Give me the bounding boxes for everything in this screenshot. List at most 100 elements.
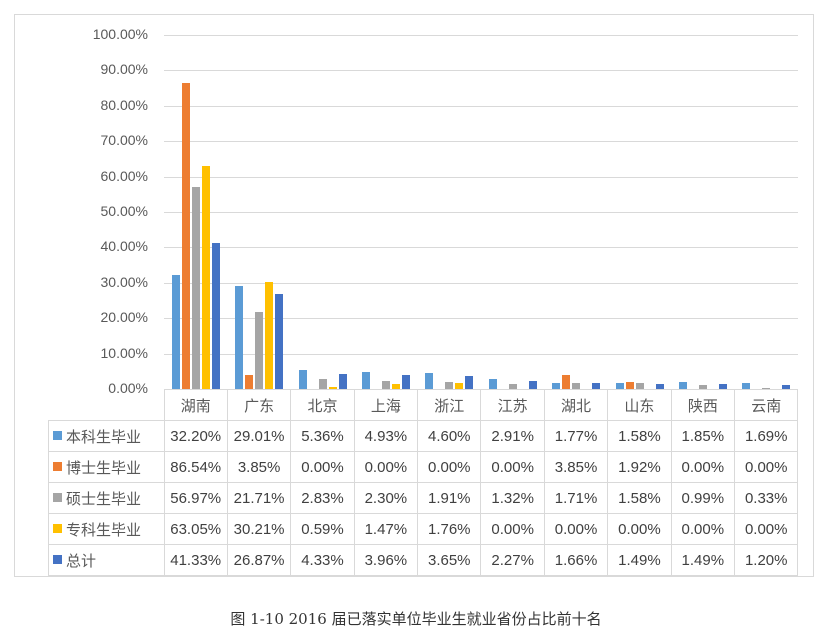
table-cell: 1.58%	[607, 482, 672, 514]
bar	[782, 384, 790, 389]
gridline	[164, 247, 798, 248]
legend-entry: 硕士生毕业	[48, 482, 165, 514]
legend-swatch-icon	[53, 492, 62, 502]
bar	[192, 187, 200, 389]
table-cell: 0.00%	[670, 451, 736, 483]
table-cell: 4.33%	[290, 544, 355, 576]
chart-frame	[14, 14, 814, 577]
category-label: 湖北	[543, 389, 609, 421]
y-tick-label: 30.00%	[100, 273, 148, 290]
table-cell: 29.01%	[226, 420, 292, 452]
legend-swatch-icon	[53, 430, 62, 440]
gridline	[164, 318, 798, 319]
bar	[719, 383, 727, 389]
y-tick-label: 50.00%	[100, 203, 148, 219]
table-row: 本科生毕业 32.20% 29.01% 5.36% 4.93% 4.60% 2.91% 1.7…	[48, 420, 799, 452]
gridline	[164, 70, 798, 71]
category-label: 浙江	[417, 389, 482, 421]
gridline	[164, 283, 798, 284]
series-name: 博士生毕业	[66, 458, 142, 477]
table-cell: 1.92%	[607, 451, 672, 483]
bar	[212, 242, 220, 389]
table-cell: 0.00%	[353, 451, 419, 483]
bar	[382, 380, 390, 389]
category-label: 湖南	[163, 389, 228, 421]
bar	[572, 382, 580, 389]
gridline	[164, 212, 798, 213]
table-cell: 0.33%	[734, 482, 799, 514]
table-cell: 21.71%	[226, 482, 292, 514]
table-cell: 0.00%	[734, 451, 799, 483]
gridline	[164, 354, 798, 355]
table-cell: 0.00%	[290, 451, 355, 483]
bar	[329, 386, 337, 389]
table-cell: 56.97%	[163, 482, 228, 514]
bar	[245, 375, 253, 389]
bar	[656, 383, 664, 389]
table-cell: 2.91%	[480, 420, 545, 452]
table-cell: 1.71%	[543, 482, 609, 514]
bar	[742, 383, 750, 389]
table-cell: 0.59%	[290, 513, 355, 545]
legend-entry: 总计	[48, 544, 165, 576]
legend-entry: 博士生毕业	[48, 451, 165, 483]
y-tick-label: 40.00%	[100, 238, 148, 255]
table-cell: 3.96%	[353, 544, 419, 576]
legend-swatch-icon	[53, 461, 62, 471]
table-cell: 1.77%	[543, 420, 609, 452]
table-cell: 1.91%	[417, 482, 482, 514]
table-cell: 3.85%	[543, 451, 609, 483]
table-cell: 0.00%	[480, 451, 545, 483]
y-tick-label: 70.00%	[100, 132, 148, 149]
table-row: 总计 41.33% 26.87% 4.33% 3.96% 3.65% 2.27% 1.66% 1…	[48, 544, 799, 576]
series-name: 专科生毕业	[66, 520, 142, 539]
bar	[636, 383, 644, 389]
table-cell: 0.00%	[417, 451, 482, 483]
bar	[255, 312, 263, 389]
table-cell: 0.00%	[734, 513, 799, 545]
y-tick-label: 10.00%	[100, 344, 148, 361]
bar	[172, 275, 180, 389]
legend-entry: 专科生毕业	[48, 513, 165, 545]
table-corner	[48, 389, 165, 421]
table-cell: 1.66%	[543, 544, 609, 576]
bar	[392, 383, 400, 389]
table-header-row: 湖南 广东 北京 上海 浙江 江苏 湖北 山东 陕西 云南	[48, 389, 799, 421]
gridline	[164, 177, 798, 178]
category-label: 江苏	[480, 389, 545, 421]
bar	[562, 375, 570, 389]
bar	[182, 82, 190, 389]
y-tick-label: 90.00%	[100, 61, 148, 78]
bar	[679, 382, 687, 389]
table-cell: 0.99%	[670, 482, 736, 514]
bar	[455, 382, 463, 389]
bar	[265, 282, 273, 389]
figure-caption: 图 1-10 2016 届已落实单位毕业生就业省份占比前十名	[230, 610, 602, 628]
bar	[275, 293, 283, 389]
bar	[616, 383, 624, 389]
plot-area: 0.00% 10.00% 20.00% 30.00% 40.00% 50.00% 60.00…	[93, 26, 798, 396]
table-cell: 1.32%	[480, 482, 545, 514]
y-tick-label: 20.00%	[100, 309, 148, 326]
table-cell: 1.69%	[734, 420, 799, 452]
y-tick-label: 80.00%	[100, 96, 148, 113]
table-row: 专科生毕业 63.05% 30.21% 0.59% 1.47% 1.76% 0.00% 0.0…	[48, 513, 799, 545]
category-label: 山东	[607, 389, 672, 421]
table-cell: 0.00%	[480, 513, 545, 545]
table-cell: 1.49%	[670, 544, 736, 576]
data-table: 湖南 广东 北京 上海 浙江 江苏 湖北 山东 陕西 云南 本科生毕业 32.20% 29.01% 5.3…	[48, 389, 799, 576]
table-cell: 2.83%	[290, 482, 355, 514]
table-cell: 5.36%	[290, 420, 355, 452]
bar	[362, 371, 370, 389]
bar	[339, 373, 347, 389]
bar	[529, 380, 537, 389]
gridline	[164, 35, 798, 36]
table-cell: 1.20%	[734, 544, 799, 576]
category-label: 云南	[734, 389, 799, 421]
bar	[552, 382, 560, 389]
table-cell: 4.93%	[353, 420, 419, 452]
bar	[465, 376, 473, 389]
series-name: 硕士生毕业	[66, 489, 142, 508]
table-cell: 41.33%	[163, 544, 228, 576]
table-cell: 2.27%	[480, 544, 545, 576]
